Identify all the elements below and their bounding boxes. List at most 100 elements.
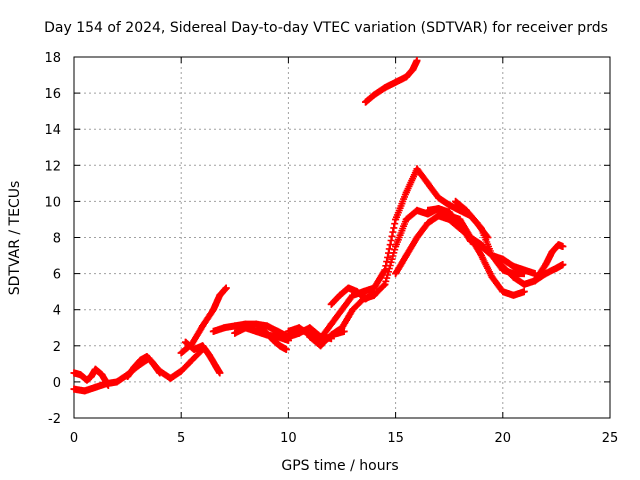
data-point <box>531 277 539 285</box>
data-point <box>362 98 370 106</box>
data-point <box>520 280 528 288</box>
y-tick-label: 6 <box>53 268 61 283</box>
data-point <box>413 57 421 65</box>
data-series-track-l <box>327 327 348 339</box>
data-point <box>137 356 144 364</box>
data-point <box>413 206 421 214</box>
data-point <box>177 349 185 357</box>
data-point <box>477 252 485 259</box>
data-point <box>413 165 421 173</box>
data-point <box>510 291 517 299</box>
data-point <box>276 342 284 350</box>
data-point <box>499 255 507 263</box>
data-point <box>340 327 348 335</box>
data-point <box>327 320 335 328</box>
data-point <box>402 252 410 259</box>
data-point <box>435 194 442 202</box>
data-point <box>327 300 335 308</box>
data-point <box>222 284 230 292</box>
data-point <box>209 306 217 314</box>
data-series-track-k <box>327 284 378 308</box>
data-series-track-e <box>182 338 224 377</box>
data-point <box>370 91 378 99</box>
data-point <box>456 215 464 223</box>
y-tick-label: 10 <box>44 195 61 210</box>
y-tick-label: -2 <box>48 412 61 427</box>
data-point <box>473 219 481 227</box>
data-point <box>477 241 485 249</box>
data-point <box>124 373 132 380</box>
data-point <box>199 322 207 330</box>
data-point <box>467 234 475 241</box>
data-point <box>392 78 400 86</box>
data-point <box>282 345 290 353</box>
data-point <box>216 291 224 299</box>
y-tick-label: 14 <box>44 123 61 138</box>
data-point <box>177 367 185 375</box>
data-point <box>555 241 562 249</box>
data-series-track-h <box>252 320 290 353</box>
data-point <box>212 362 219 370</box>
axis-ticks: 0 5 10 15 20 25 -2 0 2 4 6 8 10 12 14 16 18 <box>44 51 618 446</box>
data-point <box>488 273 496 281</box>
data-point <box>392 270 400 278</box>
data-point <box>510 262 517 270</box>
data-series-track-o <box>452 197 492 241</box>
data-point <box>317 342 325 350</box>
data-point <box>220 324 228 332</box>
data-point <box>338 306 346 314</box>
data-layer <box>70 57 567 395</box>
x-tick-label: 20 <box>495 431 512 446</box>
data-point <box>149 360 157 368</box>
data-point <box>199 342 207 350</box>
data-point <box>520 288 528 296</box>
y-tick-label: 18 <box>44 51 61 66</box>
data-point <box>87 373 95 380</box>
y-tick-label: 16 <box>44 87 61 102</box>
data-point <box>261 327 269 335</box>
data-point <box>284 336 292 344</box>
data-point <box>269 336 277 344</box>
y-tick-label: 0 <box>53 376 61 391</box>
data-point <box>559 261 567 269</box>
data-point <box>284 327 292 335</box>
data-point <box>81 387 89 395</box>
data-point <box>424 206 432 214</box>
data-point <box>205 351 213 359</box>
data-point <box>336 291 344 299</box>
y-axis-label: SDTVAR / TECUs <box>7 181 23 296</box>
data-point <box>362 295 370 303</box>
data-point <box>113 378 121 386</box>
data-point <box>104 382 112 389</box>
x-tick-label: 0 <box>70 431 78 446</box>
data-point <box>263 322 271 330</box>
x-axis-label: GPS time / hours <box>281 458 398 474</box>
data-point <box>70 369 78 377</box>
data-point <box>242 324 249 332</box>
data-point <box>190 345 198 353</box>
data-point <box>488 252 496 259</box>
data-point <box>216 369 224 377</box>
data-point <box>143 353 151 361</box>
data-point <box>167 374 174 382</box>
data-point <box>306 324 314 332</box>
data-series-track-q <box>362 57 421 106</box>
data-point <box>231 322 239 330</box>
data-point <box>445 201 453 209</box>
data-point <box>209 327 217 335</box>
data-point <box>435 205 442 213</box>
data-point <box>76 371 84 379</box>
data-point <box>370 290 378 297</box>
x-tick-label: 5 <box>177 431 185 446</box>
data-point <box>402 215 410 223</box>
data-point <box>499 262 507 270</box>
data-point <box>424 219 432 227</box>
data-point <box>445 212 453 220</box>
x-tick-label: 10 <box>280 431 297 446</box>
data-point <box>548 248 556 256</box>
data-point <box>559 243 567 250</box>
data-point <box>424 179 432 187</box>
data-point <box>252 327 260 335</box>
